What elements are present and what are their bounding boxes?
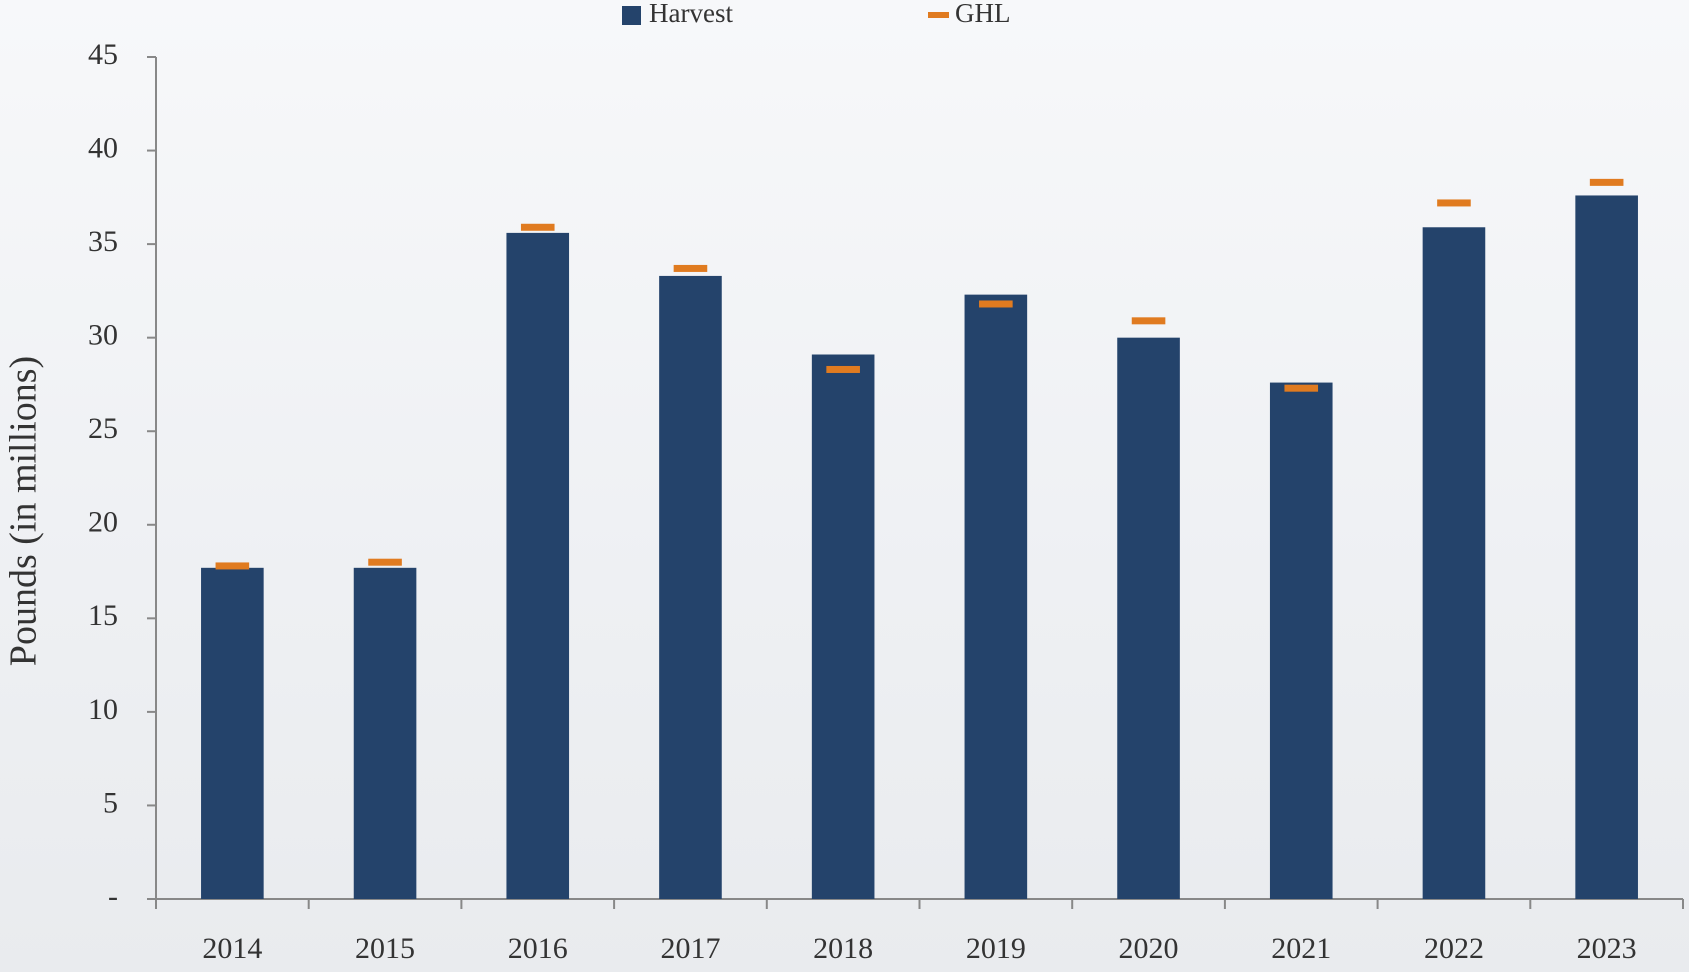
y-tick-label: 45: [88, 38, 118, 71]
x-tick-label: 2015: [355, 932, 415, 965]
ghl-marker: [674, 265, 708, 272]
bar: [1270, 383, 1333, 899]
x-tick-label: 2023: [1577, 932, 1637, 965]
ghl-marker: [1284, 385, 1318, 392]
ghl-marker: [216, 562, 250, 569]
y-tick-label: 35: [88, 225, 118, 258]
ghl-marker: [1590, 179, 1624, 186]
y-tick-label: 10: [88, 693, 118, 726]
x-tick-label: 2017: [660, 932, 720, 965]
y-tick-label: 20: [88, 506, 118, 539]
x-tick-label: 2020: [1119, 932, 1179, 965]
bar: [659, 276, 722, 899]
ghl-marker: [1132, 317, 1166, 324]
bar: [506, 233, 569, 899]
y-tick-label: 25: [88, 412, 118, 445]
x-tick-label: 2018: [813, 932, 873, 965]
ghl-marker: [1437, 199, 1471, 206]
bar: [965, 295, 1028, 899]
y-tick-label: 30: [88, 319, 118, 352]
y-tick-label: -: [108, 880, 118, 913]
bar: [1423, 227, 1486, 899]
ghl-marker: [979, 300, 1013, 307]
x-tick-label: 2019: [966, 932, 1026, 965]
bar: [201, 568, 264, 899]
legend-label: GHL: [955, 0, 1011, 28]
x-tick-label: 2021: [1271, 932, 1331, 965]
legend-swatch: [928, 12, 949, 18]
legend-label: Harvest: [649, 0, 733, 28]
bar: [1117, 338, 1180, 899]
ghl-marker: [826, 366, 860, 373]
ghl-marker: [521, 224, 555, 231]
ghl-marker: [368, 559, 402, 566]
y-tick-label: 40: [88, 131, 118, 164]
y-tick-label: 5: [103, 786, 118, 819]
y-tick-label: 15: [88, 599, 118, 632]
legend-swatch: [622, 6, 641, 25]
bar: [812, 355, 875, 899]
bar: [1575, 195, 1638, 899]
chart: Pounds (in millions) - 5 10 15 20 25 30 35 40 45 2…: [0, 0, 1689, 972]
bar: [354, 568, 417, 899]
x-tick-label: 2014: [202, 932, 262, 965]
x-tick-label: 2016: [508, 932, 568, 965]
y-axis-label: Pounds (in millions): [3, 356, 45, 666]
x-tick-label: 2022: [1424, 932, 1484, 965]
